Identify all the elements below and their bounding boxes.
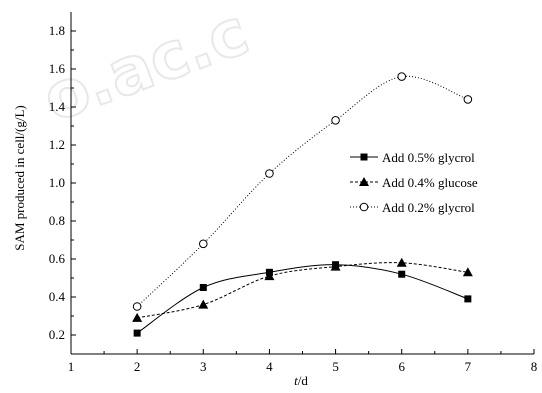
x-tick-label: 4 (266, 359, 273, 374)
series-layer (132, 72, 473, 337)
legend-label: Add 0.2% glycrol (382, 200, 475, 215)
y-tick-label: 0.2 (49, 327, 65, 342)
y-tick-label: 1.6 (49, 61, 66, 76)
data-point-square (133, 329, 141, 337)
data-point-square (398, 270, 406, 278)
x-tick-label: 3 (200, 359, 207, 374)
y-tick-label: 0.4 (49, 289, 66, 304)
data-point-triangle (198, 299, 209, 309)
y-tick-label: 1.8 (49, 23, 65, 38)
x-tick-label: 5 (332, 359, 339, 374)
legend-item: Add 0.4% glucose (350, 175, 478, 190)
series-3 (132, 72, 473, 311)
x-tick-label: 2 (134, 359, 141, 374)
legend-item: Add 0.2% glycrol (350, 200, 475, 215)
watermark: o.ac.c (34, 0, 258, 137)
y-tick-label: 0.6 (49, 251, 66, 266)
x-axis-label: t/d (294, 373, 308, 388)
legend-marker-triangle (359, 177, 369, 186)
data-point-circle (397, 72, 407, 81)
data-point-circle (198, 239, 208, 249)
data-point-circle (132, 302, 142, 311)
data-point-triangle (396, 257, 407, 267)
data-point-square (199, 284, 207, 291)
legend-marker-circle (359, 202, 369, 212)
data-point-triangle (330, 261, 341, 271)
x-axis-label-var: t (294, 373, 298, 388)
series-2 (132, 257, 473, 322)
legend-marker-square (360, 153, 368, 161)
y-tick-label: 1.2 (49, 137, 65, 152)
legend-label: Add 0.5% glycrol (382, 150, 475, 165)
data-point-circle (331, 116, 340, 125)
series-1 (133, 261, 472, 337)
y-tick-label: 1.4 (49, 99, 66, 114)
series-line (136, 75, 469, 307)
y-axis-label: SAM produced in cell/(g/L) (12, 105, 27, 251)
data-point-square (464, 295, 472, 303)
axes: 1 2 3 4 5 6 7 8 0.2 0.4 0.6 0.8 1.0 1.2 1.4 1.6 1.8 (49, 12, 538, 374)
x-tick-label: 7 (465, 359, 472, 374)
legend-label: Add 0.4% glucose (382, 175, 478, 190)
data-point-triangle (132, 312, 143, 322)
data-point-circle (265, 169, 274, 178)
y-tick-label: 1.0 (49, 175, 65, 190)
data-point-triangle (462, 267, 473, 277)
series-line (137, 262, 468, 319)
x-tick-label: 8 (531, 359, 538, 374)
data-point-triangle (264, 271, 275, 281)
x-tick-label: 6 (398, 359, 405, 374)
legend-item: Add 0.5% glycrol (350, 150, 475, 165)
x-axis-label-unit: /d (298, 373, 309, 388)
x-tick-label: 1 (68, 359, 75, 374)
legend: Add 0.5% glycrol Add 0.4% glucose Add 0.2%… (350, 150, 478, 215)
y-tick-label: 0.8 (49, 213, 65, 228)
series-line (136, 264, 469, 334)
data-point-circle (463, 95, 473, 104)
